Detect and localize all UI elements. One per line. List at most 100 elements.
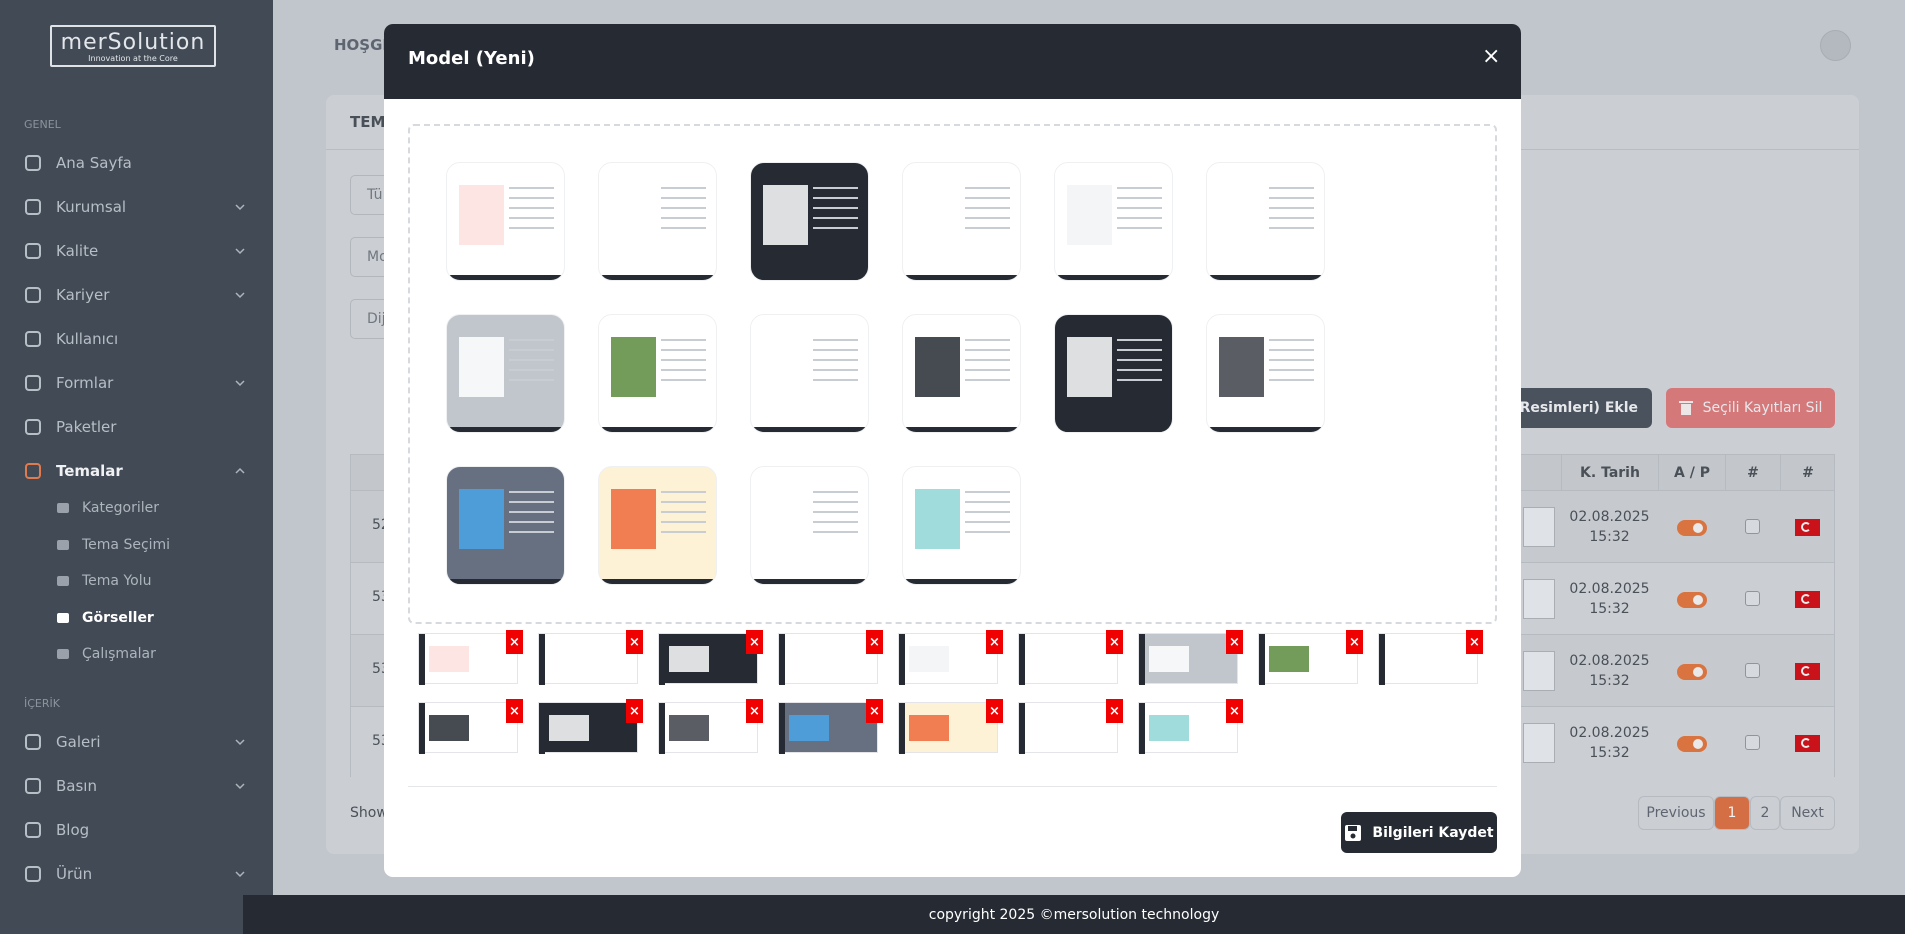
page-button[interactable]: 2	[1750, 796, 1780, 830]
image-thumbnail[interactable]	[1054, 314, 1173, 433]
checkbox[interactable]	[1745, 663, 1760, 678]
thumb-content	[1219, 337, 1264, 397]
column-header: #	[1780, 454, 1835, 491]
toggle[interactable]	[1677, 520, 1707, 536]
menu-item[interactable]: Ana Sayfa	[24, 154, 246, 172]
thumb-bar	[751, 427, 868, 432]
checkbox[interactable]	[1745, 519, 1760, 534]
remove-button[interactable]: ×	[986, 630, 1003, 654]
image-thumbnail[interactable]	[902, 314, 1021, 433]
page-button[interactable]: Previous	[1638, 796, 1714, 830]
image-thumbnail[interactable]	[750, 314, 869, 433]
remove-button[interactable]: ×	[1226, 630, 1243, 654]
submenu-item[interactable]: Kategoriler	[56, 500, 159, 516]
thumb-side	[419, 634, 425, 685]
submenu-item[interactable]: Tema Yolu	[56, 573, 151, 589]
page-button[interactable]: 1	[1714, 796, 1750, 830]
row-thumb	[1523, 507, 1555, 547]
menu-item[interactable]: Galeri	[24, 733, 246, 751]
image-thumbnail[interactable]	[1206, 314, 1325, 433]
remove-button[interactable]: ×	[626, 630, 643, 654]
thumb-line	[965, 511, 1010, 513]
toggle[interactable]	[1677, 664, 1707, 680]
thumb-content	[763, 337, 808, 397]
checkbox[interactable]	[1745, 735, 1760, 750]
thumb-line	[1269, 369, 1314, 371]
save-label: Bilgileri Kaydet	[1372, 824, 1494, 841]
remove-button[interactable]: ×	[506, 630, 523, 654]
image-thumbnail[interactable]	[750, 162, 869, 281]
remove-button[interactable]: ×	[1106, 699, 1123, 723]
thumb-line	[661, 187, 706, 189]
thumb-side	[1139, 634, 1145, 685]
close-button[interactable]: ×	[1482, 44, 1501, 69]
remove-button[interactable]: ×	[506, 699, 523, 723]
thumb-line	[965, 379, 1010, 381]
image-thumbnail[interactable]	[750, 466, 869, 585]
toggle[interactable]	[1677, 592, 1707, 608]
remove-button[interactable]: ×	[1106, 630, 1123, 654]
menu-icon	[25, 865, 41, 882]
toggle-knob	[1693, 739, 1703, 749]
logo[interactable]: merSolution Innovation at the Core	[50, 25, 216, 67]
thumb-line	[661, 349, 706, 351]
remove-button[interactable]: ×	[626, 699, 643, 723]
delete-button[interactable]: Seçili Kayıtları Sil	[1666, 388, 1835, 428]
remove-button[interactable]: ×	[1226, 699, 1243, 723]
menu-label: Paketler	[56, 418, 117, 436]
menu-icon	[25, 419, 41, 435]
thumb-bar	[751, 275, 868, 280]
menu-item[interactable]: Kalite	[24, 242, 246, 260]
image-thumbnail[interactable]	[1054, 162, 1173, 281]
menu-item[interactable]: Blog	[24, 821, 246, 839]
submenu-item[interactable]: Çalışmalar	[56, 646, 156, 662]
remove-button[interactable]: ×	[746, 630, 763, 654]
image-thumbnail[interactable]	[598, 466, 717, 585]
image-thumbnail[interactable]	[446, 466, 565, 585]
avatar[interactable]	[1820, 30, 1851, 61]
menu-item[interactable]: Ürün	[24, 865, 246, 883]
submenu-label: Tema Yolu	[82, 573, 152, 589]
remove-button[interactable]: ×	[866, 699, 883, 723]
thumb-content	[789, 715, 829, 741]
menu-item[interactable]: Kariyer	[24, 286, 246, 304]
menu-item[interactable]: Kullanıcı	[24, 330, 246, 348]
chevron	[235, 467, 245, 474]
page-button[interactable]: Next	[1780, 796, 1835, 830]
chevron	[235, 204, 245, 211]
save-button[interactable]: Bilgileri Kaydet	[1341, 812, 1497, 853]
image-thumbnail[interactable]	[446, 314, 565, 433]
remove-button[interactable]: ×	[1346, 630, 1363, 654]
remove-button[interactable]: ×	[866, 630, 883, 654]
submenu-item[interactable]: Tema Seçimi	[56, 537, 170, 553]
chevron	[235, 380, 245, 387]
menu-label: Formlar	[56, 374, 114, 392]
submenu-item[interactable]: Görseller	[56, 610, 154, 626]
remove-button[interactable]: ×	[1466, 630, 1483, 654]
image-thumbnail[interactable]	[902, 162, 1021, 281]
menu-item[interactable]: Basın	[24, 777, 246, 795]
menu-item[interactable]: Paketler	[24, 418, 246, 436]
image-thumbnail[interactable]	[598, 314, 717, 433]
menu-item[interactable]: Formlar	[24, 374, 246, 392]
thumb-line	[813, 501, 858, 503]
toggle[interactable]	[1677, 736, 1707, 752]
thumb-line	[509, 511, 554, 513]
menu-icon	[25, 777, 41, 794]
image-thumbnail[interactable]	[902, 466, 1021, 585]
remove-button[interactable]: ×	[746, 699, 763, 723]
remove-button[interactable]: ×	[986, 699, 1003, 723]
image-thumbnail[interactable]	[1206, 162, 1325, 281]
uploaded-image	[1378, 633, 1478, 685]
thumb-side	[1019, 634, 1025, 685]
dropzone[interactable]	[408, 124, 1497, 624]
image-thumbnail[interactable]	[598, 162, 717, 281]
thumb-line	[1117, 187, 1162, 189]
thumb-content	[1269, 646, 1309, 672]
checkbox[interactable]	[1745, 591, 1760, 606]
menu-item[interactable]: Temalar	[24, 462, 246, 480]
image-thumbnail[interactable]	[446, 162, 565, 281]
thumb-side	[419, 703, 425, 754]
thumb-bar	[1207, 427, 1324, 432]
menu-item[interactable]: Kurumsal	[24, 198, 246, 216]
